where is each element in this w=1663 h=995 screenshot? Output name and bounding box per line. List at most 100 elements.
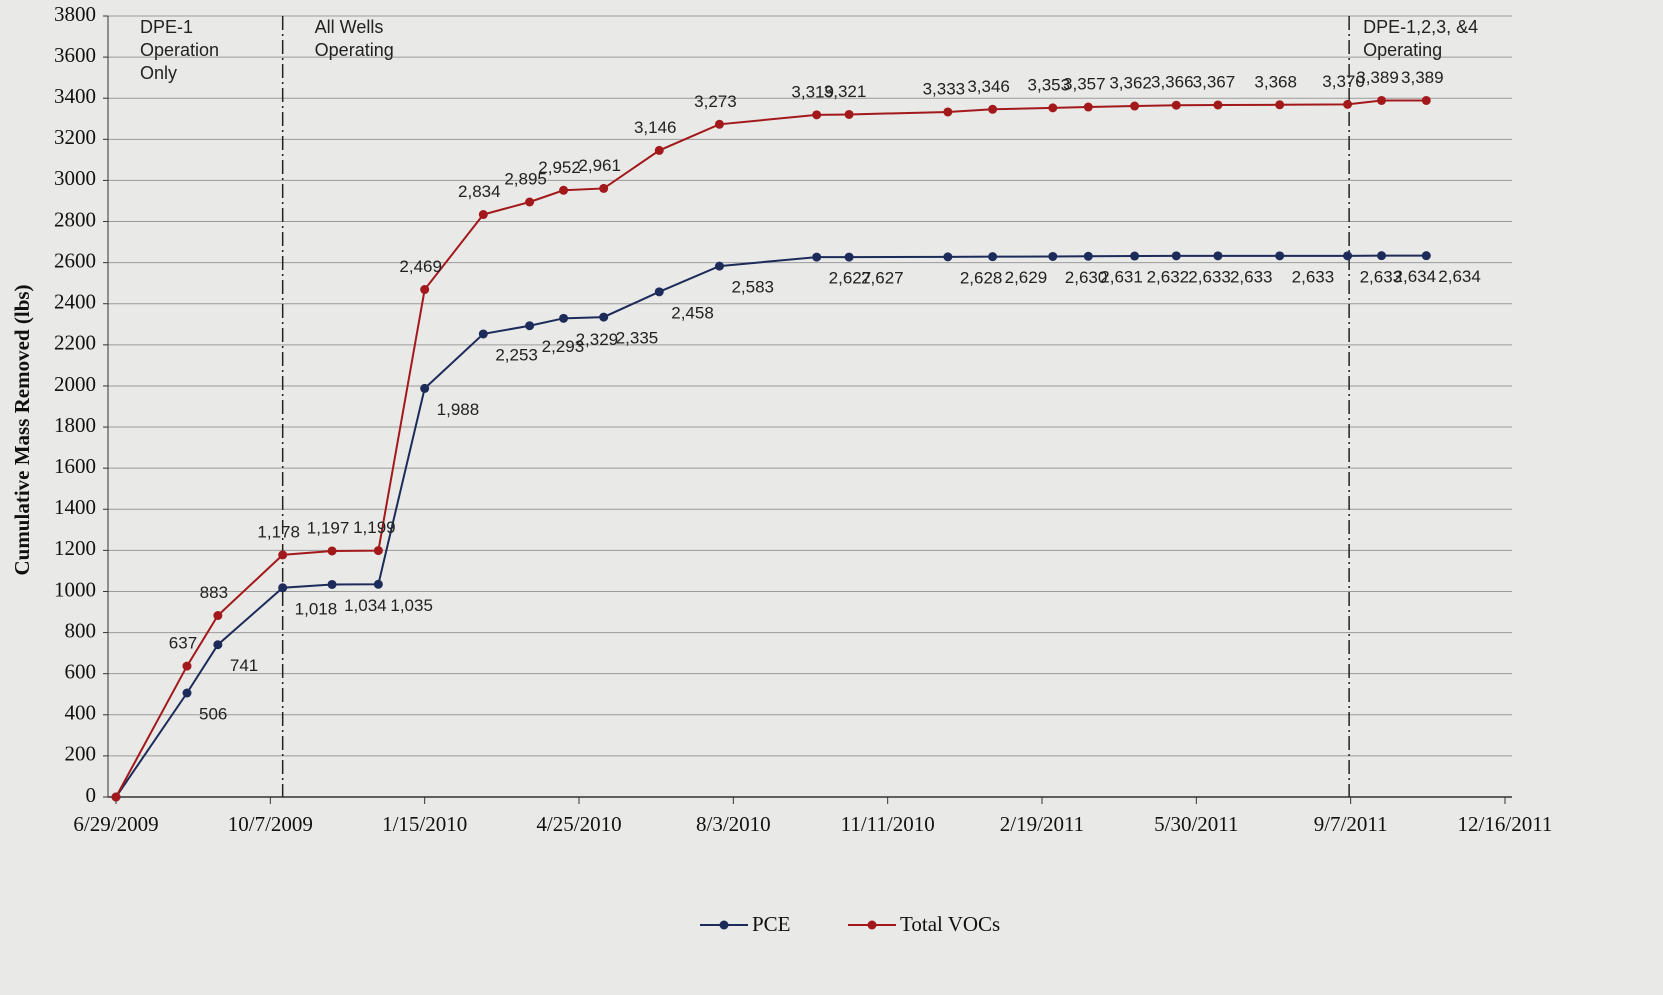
- y-tick-label: 1400: [54, 495, 96, 519]
- data-label: 506: [199, 704, 227, 723]
- data-label: 2,633: [1292, 267, 1335, 286]
- data-label: 3,366: [1151, 73, 1194, 92]
- data-label: 2,834: [458, 182, 501, 201]
- point: [812, 252, 822, 262]
- data-label: 2,633: [1188, 267, 1231, 286]
- data-label: 3,273: [694, 92, 737, 111]
- data-label: 2,628: [960, 268, 1003, 287]
- series-line: [115, 99, 1427, 798]
- x-tick-label: 8/3/2010: [696, 812, 771, 836]
- annotation: DPE-1: [140, 17, 193, 37]
- data-label: 3,353: [1028, 75, 1071, 94]
- y-tick-label: 800: [65, 618, 97, 642]
- data-label: 2,458: [671, 303, 714, 322]
- data-label: 2,253: [495, 345, 538, 364]
- data-label: 2,633: [1360, 267, 1403, 286]
- data-label: 1,197: [307, 518, 350, 537]
- point: [213, 611, 223, 621]
- point: [1377, 251, 1387, 261]
- data-label: 3,146: [634, 118, 677, 137]
- point: [525, 197, 535, 207]
- data-label: 2,629: [1005, 268, 1048, 287]
- point: [478, 329, 488, 339]
- point: [327, 546, 337, 556]
- data-label: 3,362: [1109, 74, 1152, 93]
- point: [714, 119, 724, 129]
- point: [1130, 251, 1140, 261]
- data-label: 3,389: [1401, 68, 1444, 87]
- point: [559, 313, 569, 323]
- y-tick-label: 600: [65, 659, 97, 683]
- point: [1213, 251, 1223, 261]
- data-label: 2,634: [1394, 267, 1437, 286]
- data-label: 883: [200, 583, 228, 602]
- point: [525, 321, 535, 331]
- data-label: 2,631: [1100, 268, 1143, 287]
- point: [420, 383, 430, 393]
- data-label: 3,346: [967, 77, 1010, 96]
- data-label: 3,357: [1063, 75, 1106, 94]
- y-tick-label: 2800: [54, 207, 96, 231]
- point: [1421, 95, 1431, 105]
- point: [988, 104, 998, 114]
- y-axis-label: Cumulative Mass Removed (lbs): [10, 284, 34, 575]
- y-tick-label: 1800: [54, 413, 96, 437]
- y-tick-label: 2600: [54, 248, 96, 272]
- data-label: 2,583: [731, 278, 774, 297]
- legend-label: PCE: [752, 912, 791, 936]
- data-label: 2,952: [538, 158, 581, 177]
- y-tick-label: 3000: [54, 166, 96, 190]
- data-label: 2,329: [576, 330, 619, 349]
- y-tick-label: 1000: [54, 577, 96, 601]
- point: [1083, 102, 1093, 112]
- data-label: 1,035: [390, 596, 433, 615]
- point: [1377, 95, 1387, 105]
- data-label: 1,178: [257, 522, 300, 541]
- data-label: 2,632: [1147, 268, 1190, 287]
- point: [1048, 251, 1058, 261]
- y-tick-label: 200: [65, 742, 97, 766]
- y-tick-label: 3600: [54, 43, 96, 67]
- data-label: 637: [169, 634, 197, 653]
- point: [599, 183, 609, 193]
- legend-marker: [719, 920, 729, 930]
- x-tick-label: 5/30/2011: [1154, 812, 1238, 836]
- point: [943, 252, 953, 262]
- point: [373, 546, 383, 556]
- annotation: All Wells: [315, 17, 384, 37]
- point: [1083, 251, 1093, 261]
- point: [1213, 100, 1223, 110]
- x-tick-label: 11/11/2010: [841, 812, 935, 836]
- point: [812, 110, 822, 120]
- data-label: 3,389: [1356, 68, 1399, 87]
- point: [182, 688, 192, 698]
- point: [478, 210, 488, 220]
- data-label: 3,333: [923, 79, 966, 98]
- data-label: 1,018: [295, 599, 338, 618]
- point: [1130, 101, 1140, 111]
- data-label: 2,634: [1438, 267, 1481, 286]
- y-tick-label: 3200: [54, 125, 96, 149]
- series-line: [115, 254, 1427, 798]
- x-tick-label: 12/16/2011: [1458, 812, 1553, 836]
- point: [654, 145, 664, 155]
- point: [278, 550, 288, 560]
- data-label: 2,961: [578, 156, 621, 175]
- data-label: 3,321: [824, 82, 867, 101]
- data-label: 3,319: [791, 82, 834, 101]
- data-label: 3,367: [1193, 72, 1236, 91]
- y-tick-label: 3400: [54, 84, 96, 108]
- point: [1171, 100, 1181, 110]
- data-label: 2,627: [829, 269, 872, 288]
- point: [1171, 251, 1181, 261]
- x-tick-label: 10/7/2009: [228, 812, 313, 836]
- x-tick-label: 4/25/2010: [536, 812, 621, 836]
- y-tick-label: 1600: [54, 454, 96, 478]
- x-tick-label: 9/7/2011: [1314, 812, 1388, 836]
- data-label: 2,293: [542, 337, 585, 356]
- data-label: 741: [230, 656, 258, 675]
- annotation: Only: [140, 63, 177, 83]
- point: [278, 583, 288, 593]
